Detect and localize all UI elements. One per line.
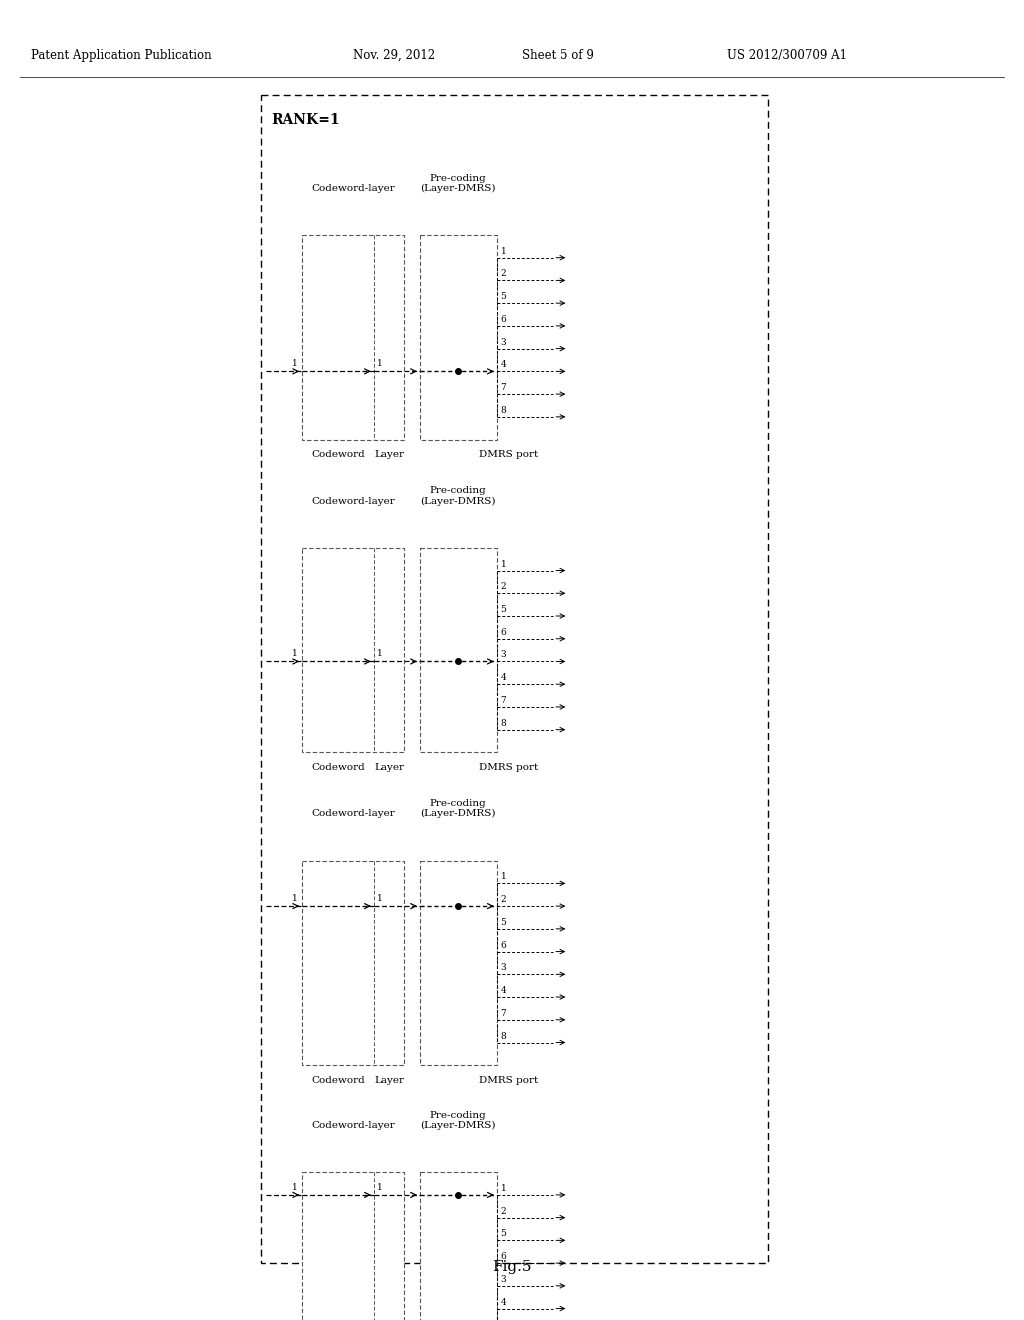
Bar [302,861,404,1065]
Text: Codeword-layer: Codeword-layer [311,183,395,193]
Bar [261,95,768,1263]
Text: Codeword-layer: Codeword-layer [311,496,395,506]
Text: 1: 1 [292,649,298,659]
Text: Codeword: Codeword [311,450,365,459]
Text: 2: 2 [501,1206,506,1216]
Text: 4: 4 [501,673,507,682]
Text: 7: 7 [501,383,507,392]
Text: 1: 1 [377,1183,383,1192]
Text: 1: 1 [377,359,383,368]
Bar [420,861,497,1065]
Text: 2: 2 [501,269,506,279]
Text: 1: 1 [501,873,507,882]
Text: 3: 3 [501,651,506,660]
Text: 8: 8 [501,1031,507,1040]
Text: Sheet 5 of 9: Sheet 5 of 9 [522,49,594,62]
Text: 2: 2 [501,582,506,591]
Text: Codeword: Codeword [311,1076,365,1085]
Text: 3: 3 [501,1275,506,1284]
Bar [420,1172,497,1320]
Text: 1: 1 [292,359,298,368]
Text: 8: 8 [501,718,507,727]
Text: 1: 1 [292,1183,298,1192]
Text: 1: 1 [292,894,298,903]
Text: 6: 6 [501,941,507,949]
Bar [420,235,497,440]
Text: 6: 6 [501,315,507,323]
Text: Pre-coding
(Layer-DMRS): Pre-coding (Layer-DMRS) [421,1110,496,1130]
Text: DMRS port: DMRS port [479,450,539,459]
Text: 7: 7 [501,1008,507,1018]
Text: DMRS port: DMRS port [479,763,539,772]
Text: Fig.5: Fig.5 [493,1261,531,1274]
Text: Pre-coding
(Layer-DMRS): Pre-coding (Layer-DMRS) [421,486,496,506]
Text: US 2012/300709 A1: US 2012/300709 A1 [727,49,847,62]
Text: 4: 4 [501,986,507,995]
Text: 1: 1 [501,247,507,256]
Text: 8: 8 [501,405,507,414]
Text: 5: 5 [501,917,507,927]
Text: 5: 5 [501,292,507,301]
Text: 5: 5 [501,605,507,614]
Text: RANK=1: RANK=1 [271,114,340,127]
Text: 4: 4 [501,360,507,370]
Bar [420,548,497,752]
Text: 1: 1 [501,1184,507,1193]
Text: DMRS port: DMRS port [479,1076,539,1085]
Text: 1: 1 [501,560,507,569]
Text: Patent Application Publication: Patent Application Publication [31,49,211,62]
Text: 3: 3 [501,338,506,347]
Bar [302,235,404,440]
Text: 2: 2 [501,895,506,904]
Text: Pre-coding
(Layer-DMRS): Pre-coding (Layer-DMRS) [421,173,496,193]
Text: 4: 4 [501,1298,507,1307]
Text: Layer: Layer [374,1076,404,1085]
Text: Nov. 29, 2012: Nov. 29, 2012 [353,49,435,62]
Text: 3: 3 [501,964,506,973]
Text: Pre-coding
(Layer-DMRS): Pre-coding (Layer-DMRS) [421,799,496,818]
Text: Codeword-layer: Codeword-layer [311,809,395,818]
Text: 1: 1 [377,894,383,903]
Text: 6: 6 [501,628,507,636]
Text: 7: 7 [501,696,507,705]
Text: 6: 6 [501,1253,507,1261]
Bar [302,548,404,752]
Text: Codeword-layer: Codeword-layer [311,1121,395,1130]
Text: 5: 5 [501,1229,507,1238]
Text: Layer: Layer [374,450,404,459]
Text: 1: 1 [377,649,383,659]
Text: Layer: Layer [374,763,404,772]
Text: Codeword: Codeword [311,763,365,772]
Bar [302,1172,404,1320]
